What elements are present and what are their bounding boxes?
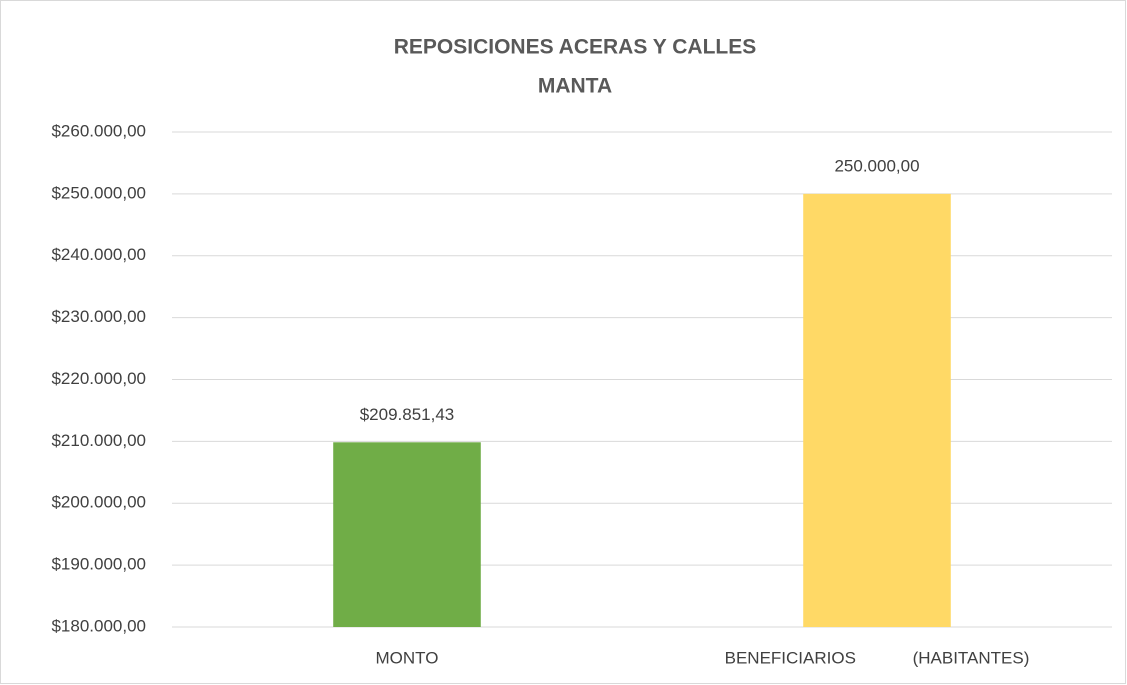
y-tick-label: $260.000,00	[51, 121, 146, 140]
data-label: 250.000,00	[834, 156, 919, 175]
y-tick-label: $250.000,00	[51, 183, 146, 202]
y-tick-label: $240.000,00	[51, 245, 146, 264]
chart-title: REPOSICIONES ACERAS Y CALLES	[394, 36, 757, 59]
x-tick-label: MONTO	[376, 648, 439, 667]
chart-subtitle: MANTA	[538, 75, 612, 98]
data-label: $209.851,43	[360, 405, 455, 424]
y-tick-label: $230.000,00	[51, 307, 146, 326]
y-tick-label: $190.000,00	[51, 555, 146, 574]
x-tick-label: BENEFICIARIOS (HABITANTES)	[725, 648, 1030, 667]
y-tick-label: $180.000,00	[51, 616, 146, 635]
bar	[803, 193, 951, 627]
bar	[333, 442, 481, 627]
y-tick-label: $200.000,00	[51, 493, 146, 512]
y-tick-label: $210.000,00	[51, 431, 146, 450]
y-tick-label: $220.000,00	[51, 369, 146, 388]
